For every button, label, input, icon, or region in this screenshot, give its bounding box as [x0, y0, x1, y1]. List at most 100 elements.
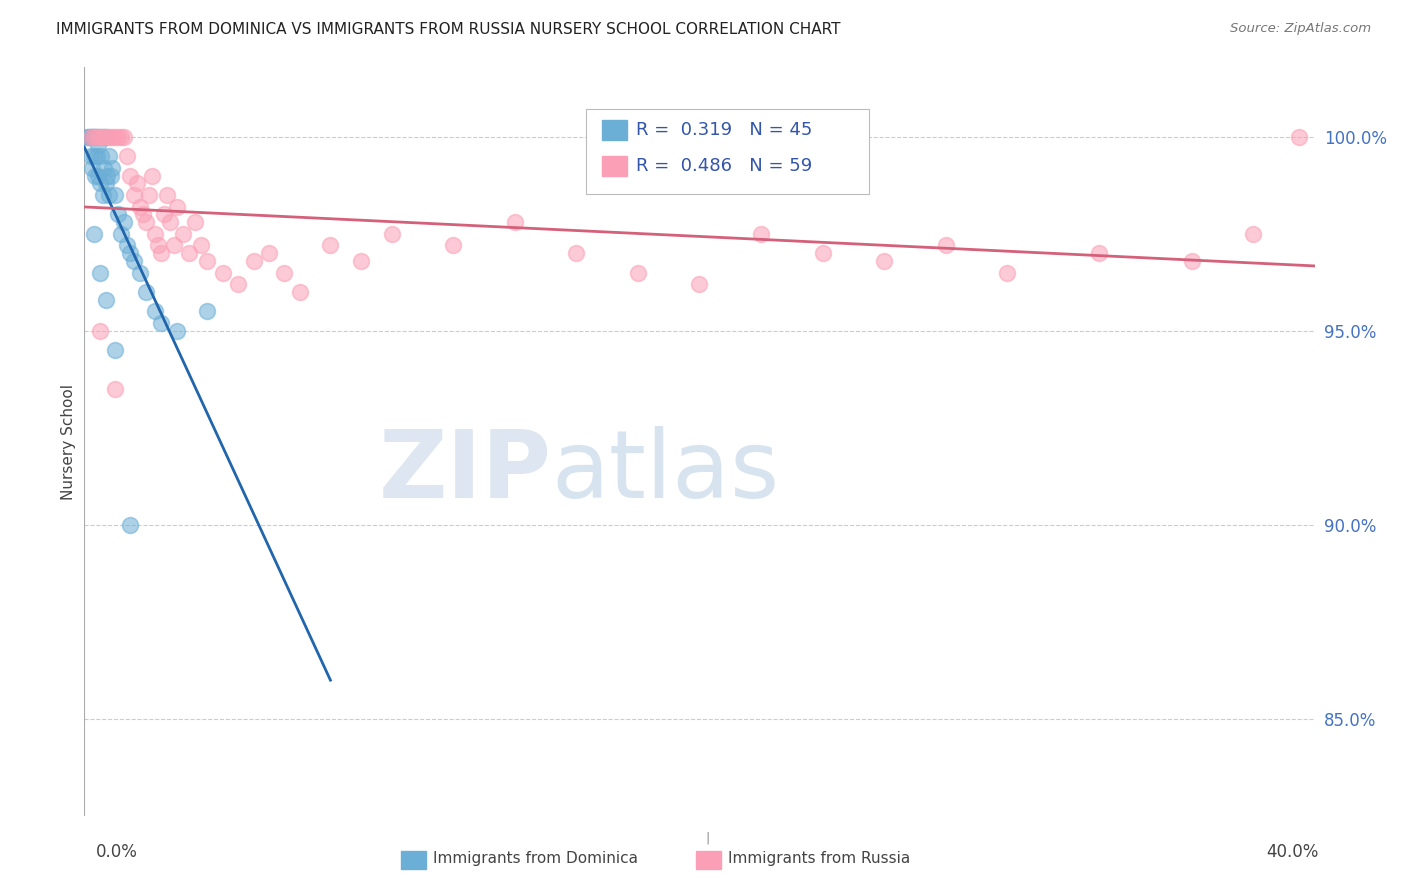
- Point: [110, 129, 132, 144]
- Point: [873, 254, 896, 268]
- Point: [89, 129, 111, 144]
- Point: [89, 177, 111, 191]
- Point: [112, 129, 135, 144]
- Point: [1241, 227, 1264, 241]
- Point: [141, 169, 163, 183]
- Text: R =  0.486   N = 59: R = 0.486 N = 59: [636, 157, 811, 175]
- Point: [83, 129, 105, 144]
- Point: [935, 238, 957, 252]
- Point: [86, 129, 108, 144]
- Point: [148, 238, 170, 252]
- Text: 40.0%: 40.0%: [1267, 843, 1319, 861]
- Point: [156, 188, 179, 202]
- Point: [96, 169, 118, 183]
- Point: [135, 215, 157, 229]
- Point: [117, 238, 139, 252]
- Point: [135, 285, 157, 299]
- Point: [107, 129, 129, 144]
- Point: [101, 161, 124, 175]
- Point: [190, 238, 212, 252]
- Point: [83, 129, 105, 144]
- Point: [257, 246, 280, 260]
- Point: [122, 254, 145, 268]
- Point: [86, 149, 108, 163]
- Text: R =  0.319   N = 45: R = 0.319 N = 45: [636, 121, 811, 139]
- Point: [98, 129, 120, 144]
- Point: [288, 285, 311, 299]
- Point: [87, 137, 110, 152]
- Point: [107, 207, 129, 221]
- Text: 0.0%: 0.0%: [96, 843, 138, 861]
- Point: [91, 129, 114, 144]
- Point: [1288, 129, 1310, 144]
- Point: [84, 129, 107, 144]
- Point: [128, 266, 150, 280]
- Point: [101, 129, 124, 144]
- Point: [177, 246, 200, 260]
- Point: [995, 266, 1018, 280]
- Point: [117, 149, 139, 163]
- Point: [381, 227, 404, 241]
- Point: [319, 238, 342, 252]
- Point: [80, 129, 103, 144]
- Point: [350, 254, 373, 268]
- Point: [79, 129, 101, 144]
- Point: [503, 215, 526, 229]
- Point: [98, 188, 120, 202]
- Point: [132, 207, 155, 221]
- Text: Immigrants from Russia: Immigrants from Russia: [728, 852, 911, 866]
- Point: [242, 254, 264, 268]
- Point: [89, 324, 111, 338]
- Point: [166, 324, 188, 338]
- Point: [80, 161, 103, 175]
- Point: [811, 246, 834, 260]
- Point: [112, 215, 135, 229]
- Point: [76, 129, 98, 144]
- Point: [90, 149, 112, 163]
- Point: [94, 293, 117, 307]
- Point: [1088, 246, 1111, 260]
- Point: [104, 382, 127, 396]
- Point: [94, 129, 117, 144]
- Point: [79, 129, 101, 144]
- Point: [89, 129, 111, 144]
- Text: IMMIGRANTS FROM DOMINICA VS IMMIGRANTS FROM RUSSIA NURSERY SCHOOL CORRELATION CH: IMMIGRANTS FROM DOMINICA VS IMMIGRANTS F…: [56, 22, 841, 37]
- Point: [91, 129, 114, 144]
- Point: [94, 177, 117, 191]
- Point: [89, 266, 111, 280]
- Point: [98, 149, 120, 163]
- Point: [110, 227, 132, 241]
- Text: atlas: atlas: [553, 425, 780, 517]
- Y-axis label: Nursery School: Nursery School: [60, 384, 76, 500]
- Point: [125, 177, 148, 191]
- Point: [84, 169, 107, 183]
- Point: [120, 169, 142, 183]
- Point: [120, 246, 142, 260]
- Point: [184, 215, 207, 229]
- Point: [153, 207, 176, 221]
- Point: [197, 304, 219, 318]
- Point: [565, 246, 588, 260]
- Point: [443, 238, 465, 252]
- Point: [143, 227, 166, 241]
- Point: [93, 161, 115, 175]
- Point: [143, 304, 166, 318]
- Point: [749, 227, 772, 241]
- Point: [689, 277, 711, 292]
- Point: [150, 246, 173, 260]
- Point: [197, 254, 219, 268]
- Text: |: |: [704, 831, 710, 845]
- Point: [166, 200, 188, 214]
- Point: [86, 129, 108, 144]
- Point: [104, 129, 127, 144]
- Point: [226, 277, 249, 292]
- Point: [104, 343, 127, 358]
- Point: [77, 129, 100, 144]
- Text: Immigrants from Dominica: Immigrants from Dominica: [433, 852, 638, 866]
- Text: ZIP: ZIP: [380, 425, 553, 517]
- Point: [100, 169, 122, 183]
- Point: [172, 227, 194, 241]
- Point: [1181, 254, 1204, 268]
- Point: [83, 149, 105, 163]
- Point: [94, 129, 117, 144]
